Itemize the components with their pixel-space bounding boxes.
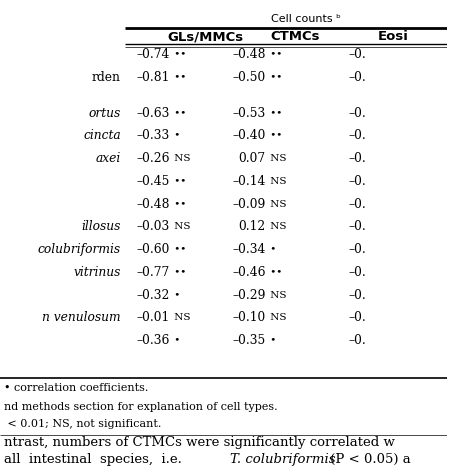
Text: –0.: –0. <box>349 48 366 62</box>
Text: n venulosum: n venulosum <box>42 311 121 324</box>
Text: –0.: –0. <box>349 71 366 84</box>
Text: –0.: –0. <box>349 198 366 210</box>
Text: –0.74: –0.74 <box>137 48 170 62</box>
Text: –0.81: –0.81 <box>137 71 170 84</box>
Text: ••: •• <box>171 177 186 186</box>
Text: –0.32: –0.32 <box>137 289 170 301</box>
Text: •: • <box>171 336 181 345</box>
Text: –0.: –0. <box>349 311 366 324</box>
Text: –0.35: –0.35 <box>233 334 266 347</box>
Text: NS: NS <box>267 313 287 322</box>
Text: < 0.01; NS, not significant.: < 0.01; NS, not significant. <box>4 419 162 429</box>
Text: –0.: –0. <box>349 243 366 256</box>
Text: all  intestinal  species,  i.e.: all intestinal species, i.e. <box>4 453 187 466</box>
Text: –0.: –0. <box>349 152 366 165</box>
Text: –0.63: –0.63 <box>137 107 170 119</box>
Text: –0.: –0. <box>349 107 366 119</box>
Text: –0.: –0. <box>349 129 366 142</box>
Text: –0.01: –0.01 <box>137 311 170 324</box>
Text: –0.60: –0.60 <box>137 243 170 256</box>
Text: •: • <box>267 245 276 254</box>
Text: T. colubriformis: T. colubriformis <box>230 453 336 466</box>
Text: nd methods section for explanation of cell types.: nd methods section for explanation of ce… <box>4 402 278 412</box>
Text: ••: •• <box>171 51 186 59</box>
Text: –0.09: –0.09 <box>232 198 266 210</box>
Text: ntrast, numbers of CTMCs were significantly correlated w: ntrast, numbers of CTMCs were significan… <box>4 436 395 449</box>
Text: ••: •• <box>267 51 283 59</box>
Text: –0.46: –0.46 <box>232 266 266 279</box>
Text: –0.: –0. <box>349 220 366 233</box>
Text: 0.12: 0.12 <box>238 220 266 233</box>
Text: rden: rden <box>91 71 121 84</box>
Text: Eosi: Eosi <box>378 30 409 44</box>
Text: –0.33: –0.33 <box>137 129 170 142</box>
Text: –0.10: –0.10 <box>233 311 266 324</box>
Text: –0.03: –0.03 <box>137 220 170 233</box>
Text: –0.40: –0.40 <box>232 129 266 142</box>
Text: –0.48: –0.48 <box>137 198 170 210</box>
Text: NS: NS <box>267 200 287 209</box>
Text: 0.07: 0.07 <box>239 152 266 165</box>
Text: NS: NS <box>267 291 287 300</box>
Text: •: • <box>171 131 181 140</box>
Text: ••: •• <box>267 268 283 277</box>
Text: illosus: illosus <box>81 220 121 233</box>
Text: •: • <box>267 336 276 345</box>
Text: ••: •• <box>171 109 186 118</box>
Text: NS: NS <box>267 177 287 186</box>
Text: –0.50: –0.50 <box>233 71 266 84</box>
Text: –0.: –0. <box>349 175 366 188</box>
Text: ••: •• <box>171 73 186 82</box>
Text: NS: NS <box>267 154 287 163</box>
Text: CTMCs: CTMCs <box>270 30 319 44</box>
Text: ••: •• <box>171 245 186 254</box>
Text: axei: axei <box>95 152 121 165</box>
Text: NS: NS <box>171 313 191 322</box>
Text: –0.14: –0.14 <box>232 175 266 188</box>
Text: Cell counts ᵇ: Cell counts ᵇ <box>271 14 341 24</box>
Text: ortus: ortus <box>88 107 121 119</box>
Text: GLs/MMCs: GLs/MMCs <box>167 30 244 44</box>
Text: ••: •• <box>267 131 283 140</box>
Text: –0.34: –0.34 <box>232 243 266 256</box>
Text: vitrinus: vitrinus <box>73 266 121 279</box>
Text: –0.77: –0.77 <box>137 266 170 279</box>
Text: NS: NS <box>171 222 191 231</box>
Text: •: • <box>171 291 181 300</box>
Text: –0.: –0. <box>349 289 366 301</box>
Text: NS: NS <box>267 222 287 231</box>
Text: colubriformis: colubriformis <box>37 243 121 256</box>
Text: ••: •• <box>267 73 283 82</box>
Text: NS: NS <box>171 154 191 163</box>
Text: ••: •• <box>171 200 186 209</box>
Text: ••: •• <box>267 109 283 118</box>
Text: –0.36: –0.36 <box>137 334 170 347</box>
Text: –0.: –0. <box>349 334 366 347</box>
Text: • correlation coefficients.: • correlation coefficients. <box>4 383 149 393</box>
Text: –0.48: –0.48 <box>232 48 266 62</box>
Text: ••: •• <box>171 268 186 277</box>
Text: –0.29: –0.29 <box>232 289 266 301</box>
Text: –0.26: –0.26 <box>137 152 170 165</box>
Text: cincta: cincta <box>83 129 121 142</box>
Text: –0.: –0. <box>349 266 366 279</box>
Text: –0.45: –0.45 <box>137 175 170 188</box>
Text: (P < 0.05) a: (P < 0.05) a <box>326 453 411 466</box>
Text: –0.53: –0.53 <box>233 107 266 119</box>
